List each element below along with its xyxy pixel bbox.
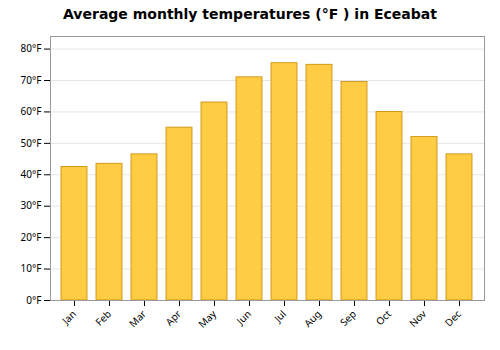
- svg-text:50°F: 50°F: [21, 136, 42, 150]
- svg-text:Apr: Apr: [162, 307, 184, 329]
- svg-text:Jul: Jul: [270, 307, 289, 326]
- svg-text:Mar: Mar: [126, 307, 149, 330]
- svg-text:Sep: Sep: [337, 307, 359, 329]
- svg-text:Feb: Feb: [92, 307, 114, 329]
- svg-text:40°F: 40°F: [21, 167, 42, 181]
- svg-text:0°F: 0°F: [26, 293, 41, 307]
- svg-text:Jan: Jan: [58, 307, 79, 328]
- svg-text:Dec: Dec: [441, 307, 464, 330]
- svg-text:Nov: Nov: [406, 306, 430, 330]
- svg-text:10°F: 10°F: [21, 261, 42, 275]
- svg-text:Aug: Aug: [301, 307, 324, 330]
- svg-text:Oct: Oct: [373, 307, 395, 329]
- svg-text:30°F: 30°F: [21, 198, 42, 212]
- html-text:Average monthly temperatures (: Average monthly temperatures (°F ) in Ec…: [63, 6, 437, 22]
- svg-text:80°F: 80°F: [21, 41, 42, 55]
- svg-text:20°F: 20°F: [21, 230, 42, 244]
- svg-text:May: May: [195, 306, 220, 331]
- svg-text:Jun: Jun: [233, 307, 254, 328]
- svg-text:70°F: 70°F: [21, 73, 42, 87]
- svg-text:60°F: 60°F: [21, 104, 42, 118]
